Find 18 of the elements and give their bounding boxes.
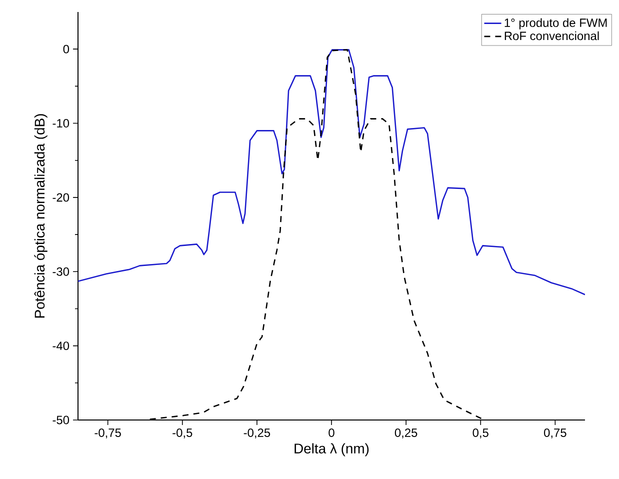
x-axis-title: Delta λ (nm) — [294, 443, 369, 456]
y-tick-label: -20 — [52, 193, 70, 202]
x-tick-label: -0,5 — [172, 428, 192, 438]
x-tick-label: -0,75 — [94, 428, 121, 438]
y-tick-label: -50 — [52, 416, 70, 424]
y-tick-label: -30 — [52, 267, 70, 276]
y-tick-label: -10 — [52, 119, 70, 128]
x-tick-label: -0,25 — [244, 428, 270, 438]
x-tick-label: 0,5 — [472, 428, 488, 438]
x-tick-label: 0,25 — [394, 428, 418, 438]
y-tick-label: -40 — [52, 342, 70, 350]
y-tick-label: 0 — [63, 44, 70, 54]
x-tick-label: 0,75 — [544, 428, 566, 438]
line-series — [78, 49, 585, 296]
legend-label: RoF convencional — [504, 31, 599, 40]
legend-label: 1° produto de FWM — [504, 18, 607, 30]
y-axis-title: Potência óptica normalizada (dB) — [34, 114, 48, 318]
x-tick-label: 0 — [328, 428, 334, 437]
